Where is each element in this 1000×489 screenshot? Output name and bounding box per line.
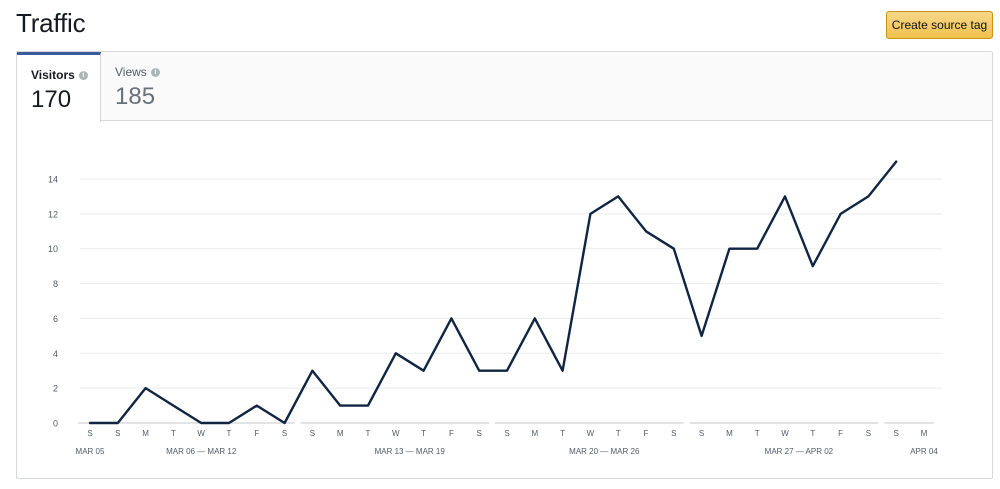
x-week-label: MAR 06 — MAR 12 <box>166 447 237 456</box>
x-day-label: S <box>477 429 482 438</box>
x-day-label: T <box>421 429 426 438</box>
x-week-label: MAR 13 — MAR 19 <box>375 447 446 456</box>
create-source-tag-button[interactable]: Create source tag <box>886 11 993 39</box>
x-day-label: T <box>227 429 232 438</box>
x-week-label: MAR 27 — APR 02 <box>765 447 834 456</box>
x-day-label: F <box>644 429 649 438</box>
x-day-label: T <box>616 429 621 438</box>
x-day-label: M <box>337 429 344 438</box>
y-tick-label: 10 <box>48 244 58 254</box>
x-day-label: F <box>449 429 454 438</box>
visitors-line-chart: 0 2 4 6 8 10 12 14 S S M T W T F S S M T W T F S S M T W T F S S M T W T F S… <box>48 160 942 456</box>
x-day-label: S <box>504 429 509 438</box>
traffic-panel: Visitors i 170 Views i 185 0 2 4 6 8 10 12 14 S S… <box>16 51 993 479</box>
visitors-series-line <box>88 160 898 425</box>
x-day-label: M <box>726 429 733 438</box>
visitors-count: 170 <box>31 86 72 113</box>
x-week-label: MAR 20 — MAR 26 <box>569 447 640 456</box>
x-day-label: M <box>142 429 149 438</box>
tab-visitors[interactable]: Visitors i 170 <box>17 52 101 122</box>
x-day-label: W <box>197 429 205 438</box>
y-tick-label: 12 <box>48 209 58 219</box>
y-tick-label: 2 <box>53 384 58 394</box>
x-day-label: T <box>810 429 815 438</box>
x-day-label: T <box>171 429 176 438</box>
x-day-label: T <box>755 429 760 438</box>
x-day-label: T <box>560 429 565 438</box>
x-day-label: S <box>115 429 120 438</box>
info-icon[interactable]: i <box>150 67 160 77</box>
x-day-label: W <box>781 429 789 438</box>
x-day-label: F <box>254 429 259 438</box>
info-icon[interactable]: i <box>78 70 88 80</box>
x-day-label: S <box>671 429 676 438</box>
x-day-label: S <box>894 429 899 438</box>
x-day-label: F <box>838 429 843 438</box>
y-tick-label: 8 <box>53 279 58 289</box>
y-tick-label: 14 <box>48 175 58 185</box>
y-tick-label: 4 <box>53 349 58 359</box>
x-week-label: APR 04 <box>910 447 938 456</box>
x-day-label: S <box>310 429 315 438</box>
tab-views-label: Views <box>115 65 147 79</box>
metric-tabs: Visitors i 170 Views i 185 <box>17 52 992 122</box>
x-day-label: T <box>366 429 371 438</box>
x-day-label: W <box>392 429 400 438</box>
x-day-label: S <box>282 429 287 438</box>
page-title: Traffic <box>16 8 86 38</box>
y-tick-label: 6 <box>53 314 58 324</box>
views-count: 185 <box>115 83 156 110</box>
x-week-label: MAR 05 <box>76 447 105 456</box>
x-day-label: S <box>866 429 871 438</box>
tab-views[interactable]: Views i 185 <box>101 52 191 121</box>
x-day-label: M <box>531 429 538 438</box>
x-day-label: S <box>87 429 92 438</box>
y-tick-label: 0 <box>53 419 58 429</box>
x-day-label: W <box>587 429 595 438</box>
tab-visitors-label: Visitors <box>31 68 75 82</box>
x-day-label: M <box>921 429 928 438</box>
x-day-label: S <box>699 429 704 438</box>
